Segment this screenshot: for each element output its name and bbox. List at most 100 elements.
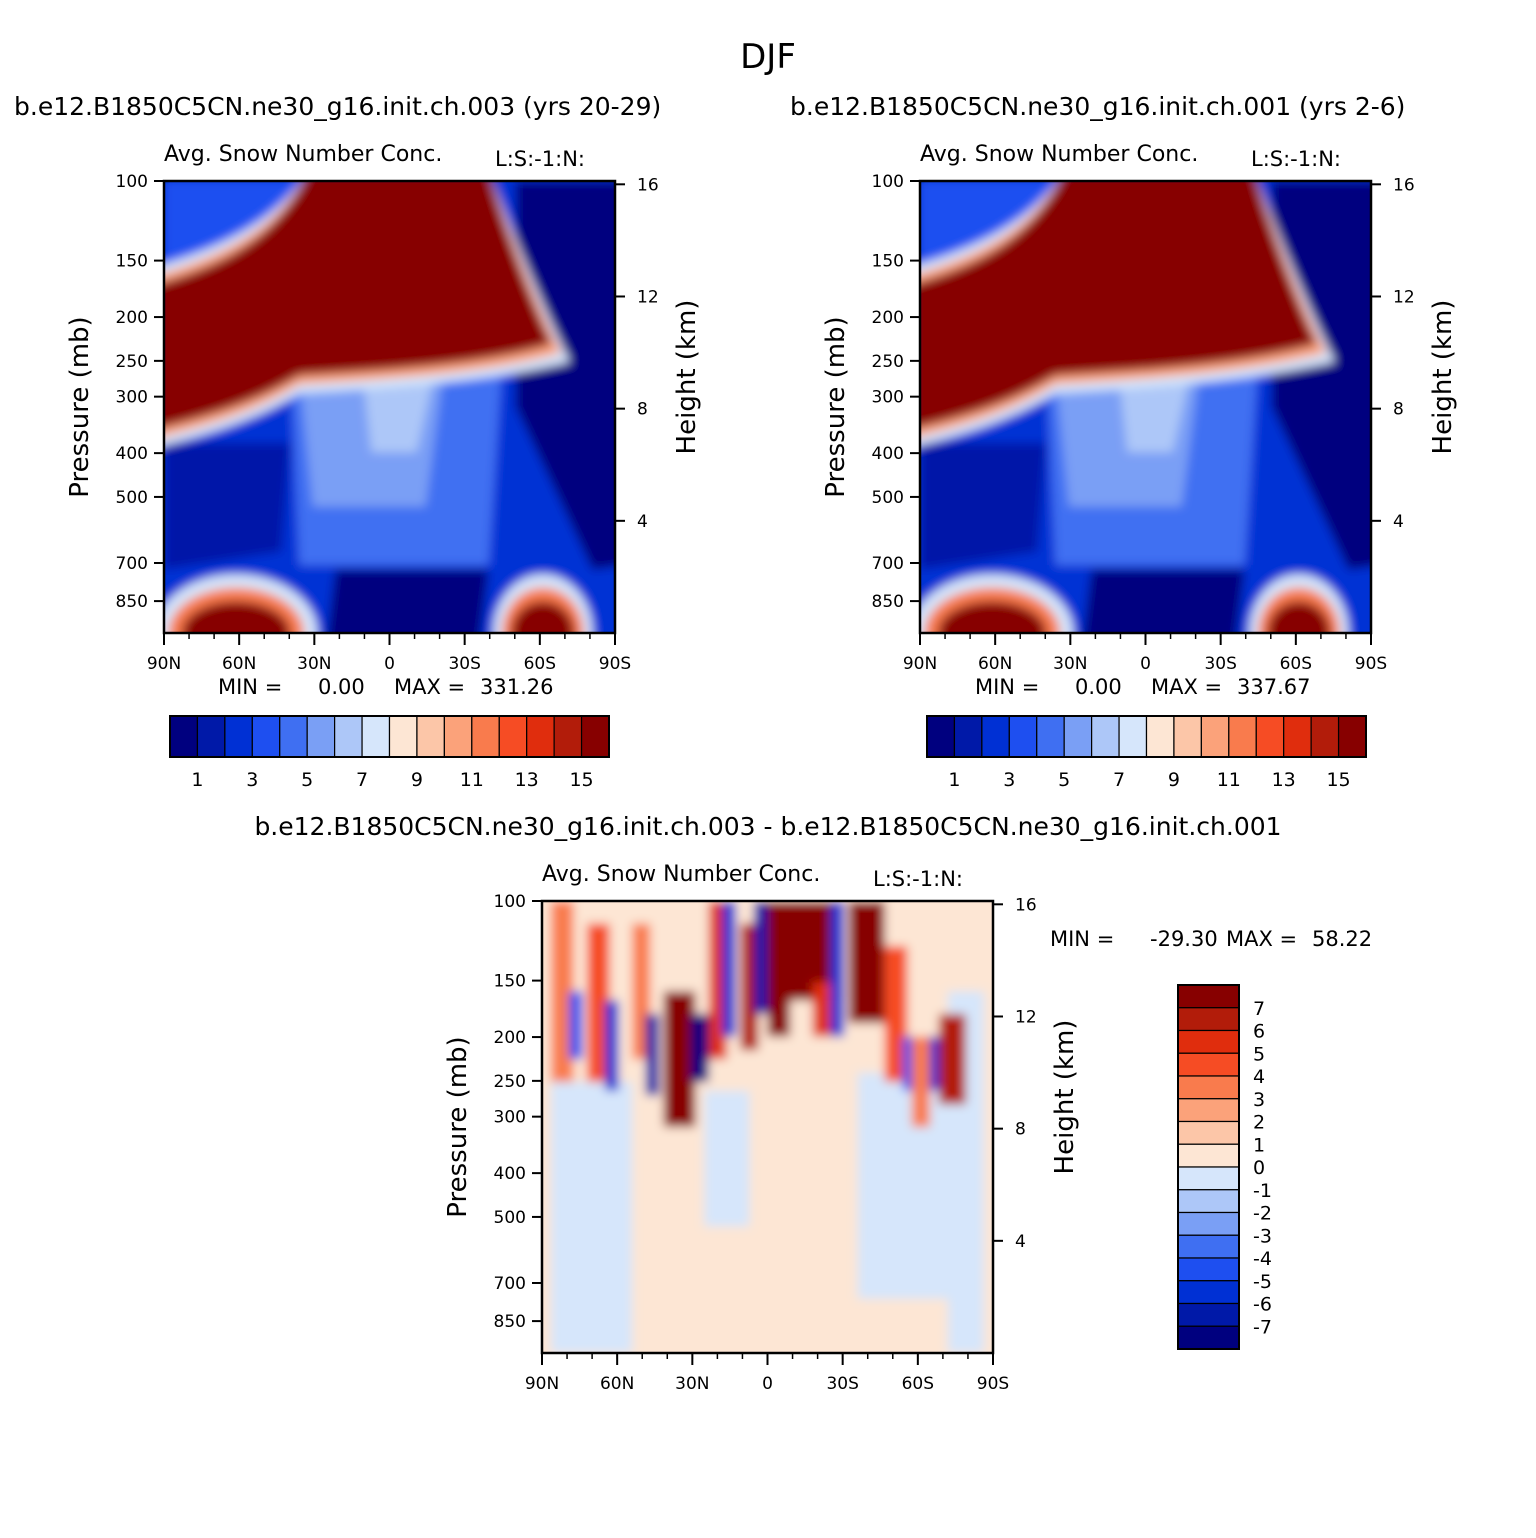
y-tick-label: 250	[494, 1072, 526, 1092]
y-tick-label: 850	[494, 1312, 526, 1332]
max-label: MAX =	[1151, 675, 1222, 699]
y-axis-label: Pressure (mb)	[821, 316, 851, 497]
colorbar-swatch	[580, 715, 610, 758]
colorbar-swatch	[169, 715, 199, 758]
colorbar-swatch	[1063, 715, 1093, 758]
contour-region	[182, 601, 291, 633]
y-tick-label: 500	[494, 1208, 526, 1228]
x-tick-label: 60N	[222, 654, 256, 674]
colorbar-swatch	[1200, 715, 1230, 758]
min-value: 0.00	[1075, 675, 1122, 699]
panel-subtitle-left: Avg. Snow Number Conc.	[164, 142, 442, 167]
contour-region	[920, 443, 1047, 570]
x-tick-label: 60N	[600, 1374, 634, 1394]
min-label: MIN =	[1050, 927, 1114, 951]
y-axis-label: Pressure (mb)	[65, 316, 95, 497]
colorbar-swatch	[1177, 1189, 1240, 1214]
y-tick-label: 150	[116, 252, 148, 272]
y-tick-label: 200	[494, 1028, 526, 1048]
colorbar-label: 11	[460, 769, 484, 791]
colorbar-label: 7	[1253, 998, 1265, 1020]
figure-title: DJF	[740, 37, 796, 77]
y2-axis-label: Height (km)	[1050, 1020, 1080, 1175]
y2-tick-label: 12	[637, 287, 659, 307]
colorbar-label: -5	[1253, 1271, 1272, 1293]
x-tick-label: 0	[1140, 654, 1151, 674]
contour-region	[848, 901, 885, 1024]
colorbar-swatch	[1173, 715, 1202, 758]
y-tick-label: 300	[494, 1108, 526, 1128]
contour-region	[164, 443, 291, 570]
colorbar-label: 7	[1113, 769, 1125, 791]
x-tick-label: 30N	[297, 654, 331, 674]
colorbar-label: 9	[411, 769, 423, 791]
min-label: MIN =	[218, 675, 282, 699]
colorbar-swatch	[1036, 715, 1065, 758]
x-tick-label: 30N	[675, 1374, 709, 1394]
panel-title: b.e12.B1850C5CN.ne30_g16.init.ch.003 (yr…	[14, 92, 661, 121]
min-value: -29.30	[1150, 927, 1218, 951]
y-tick-label: 700	[494, 1274, 526, 1294]
colorbar-swatch	[1177, 1052, 1240, 1077]
max-value: 337.67	[1237, 675, 1310, 699]
y2-tick-label: 16	[1393, 175, 1415, 195]
y-tick-label: 150	[494, 972, 526, 992]
colorbar-label: 5	[301, 769, 313, 791]
colorbar-swatch	[926, 715, 956, 758]
colorbar-swatch	[416, 715, 445, 758]
colorbar-swatch	[1145, 715, 1175, 758]
colorbar-swatch	[1118, 715, 1148, 758]
colorbar-label: 3	[1003, 769, 1015, 791]
panel-subtitle-left: Avg. Snow Number Conc.	[920, 142, 1198, 167]
colorbar-border	[926, 715, 1367, 758]
colorbar-label: 9	[1168, 769, 1180, 791]
y-tick-label: 400	[116, 444, 148, 464]
y-tick-label: 300	[116, 388, 148, 408]
contour-region	[551, 901, 574, 1082]
colorbar-swatch	[1177, 1257, 1240, 1282]
y2-axis-label: Height (km)	[672, 300, 702, 455]
y-tick-label: 100	[116, 172, 148, 192]
colorbar-swatch	[553, 715, 583, 758]
colorbar-swatch	[1228, 715, 1257, 758]
contour-region	[164, 181, 552, 428]
max-label: MAX =	[394, 675, 465, 699]
contour-field	[542, 901, 993, 1353]
y-tick-label: 100	[494, 892, 526, 912]
y-tick-label: 500	[116, 488, 148, 508]
x-tick-label: 90S	[599, 654, 631, 674]
y2-tick-label: 4	[1015, 1232, 1026, 1252]
contour-region	[645, 1014, 660, 1096]
colorbar-label: 3	[1253, 1089, 1265, 1111]
contour-field	[920, 181, 1371, 633]
y-tick-label: 700	[116, 554, 148, 574]
colorbar-swatch	[1008, 715, 1038, 758]
contour-region	[938, 1014, 966, 1105]
contour-region	[857, 1072, 948, 1299]
panel-subtitle-right: L:S:-1:N:	[1251, 147, 1341, 171]
x-tick-label: 60S	[1280, 654, 1312, 674]
max-value: 58.22	[1312, 927, 1372, 951]
colorbar-label: 15	[569, 769, 593, 791]
colorbar-label: -6	[1253, 1294, 1272, 1316]
y2-tick-label: 12	[1015, 1007, 1037, 1027]
y2-tick-label: 4	[637, 512, 648, 532]
colorbar-label: 11	[1217, 769, 1241, 791]
colorbar-swatch	[953, 715, 983, 758]
contour-region	[1118, 370, 1191, 453]
contour-region	[587, 923, 610, 1082]
min-value: 0.00	[318, 675, 365, 699]
contour-region	[569, 991, 583, 1060]
y2-tick-label: 12	[1393, 287, 1415, 307]
x-tick-label: 90S	[1355, 654, 1387, 674]
colorbar-swatch	[1177, 1029, 1240, 1054]
colorbar-swatch	[1177, 1280, 1240, 1305]
y2-axis-label: Height (km)	[1428, 300, 1458, 455]
y-tick-label: 700	[872, 554, 904, 574]
y2-tick-label: 4	[1393, 512, 1404, 532]
y2-tick-label: 8	[1015, 1120, 1026, 1140]
colorbar-swatch	[443, 715, 473, 758]
contour-region	[1267, 601, 1331, 633]
y2-tick-label: 16	[637, 175, 659, 195]
y-tick-label: 200	[872, 308, 904, 328]
